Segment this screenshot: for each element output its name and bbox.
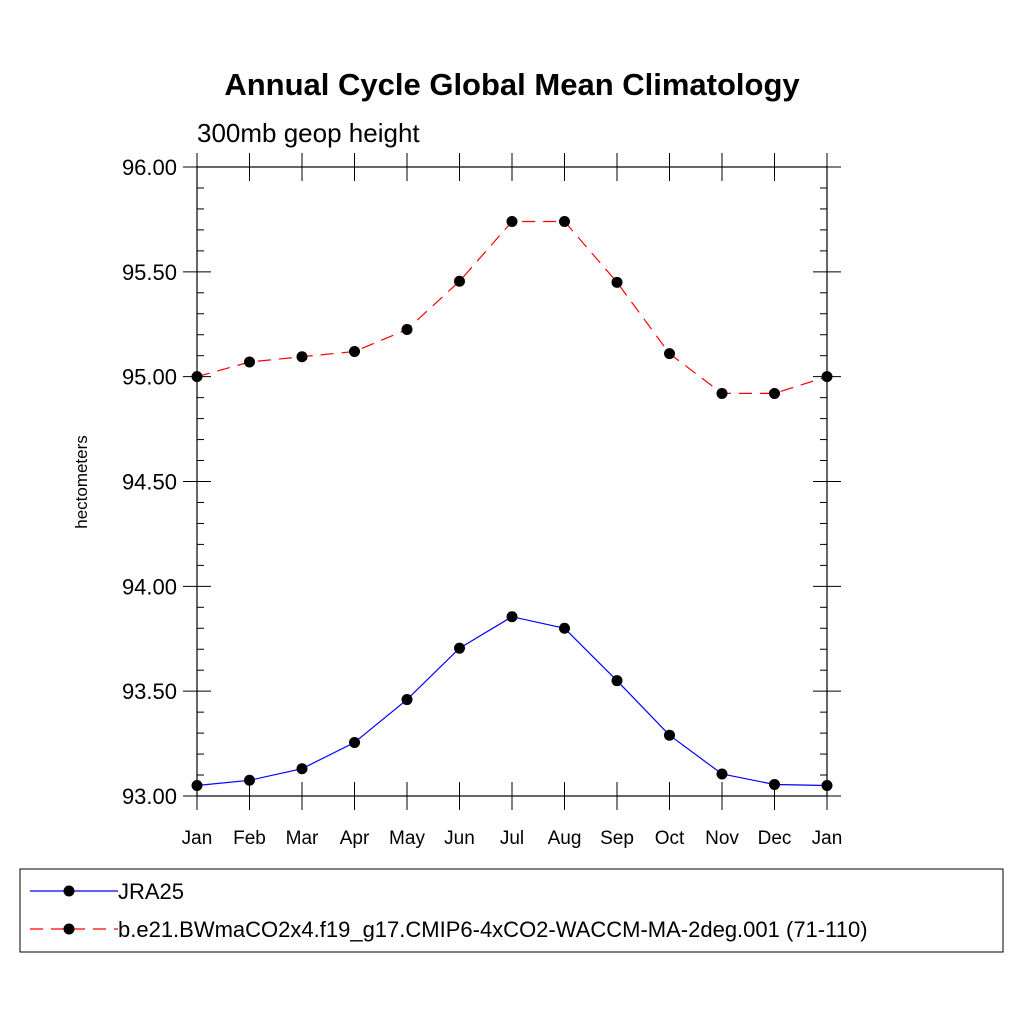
y-tick-label: 94.50 [122, 470, 177, 495]
data-point-1-0 [191, 371, 203, 383]
data-point-1-2 [296, 351, 308, 363]
x-tick-label: Jan [182, 828, 213, 849]
data-point-0-0 [191, 780, 203, 792]
chart-subtitle: 300mb geop height [197, 118, 420, 148]
x-tick-label: Sep [600, 828, 634, 849]
data-point-0-2 [296, 763, 308, 775]
x-tick-label: Apr [340, 828, 370, 849]
data-point-1-1 [244, 356, 255, 368]
legend-entry-jra25: JRA25 [30, 879, 184, 904]
series-line-0 [196, 616, 828, 787]
data-point-0-4 [401, 694, 413, 706]
y-tick-label: 94.00 [122, 574, 177, 599]
legend-label-jra25: JRA25 [118, 879, 184, 904]
legend-marker-jra25 [63, 885, 75, 897]
data-point-0-11 [769, 778, 780, 790]
x-tick-label: Oct [655, 828, 685, 849]
y-tick-label: 95.50 [122, 260, 177, 285]
legend-entry-cmip6: b.e21.BWmaCO2x4.f19_g17.CMIP6-4xCO2-WACC… [30, 917, 868, 942]
x-tick-label: Feb [233, 828, 266, 849]
data-point-0-9 [664, 729, 675, 741]
legend-marker-cmip6 [63, 923, 75, 935]
x-tick-labels: Jan Feb Mar Apr May Jun Jul Aug Sep Oct Nov Dec Jan [182, 828, 843, 849]
y-tick-labels: 93.00 93.50 94.00 94.50 95.00 95.50 96.00 [122, 155, 177, 809]
data-point-0-6 [506, 611, 518, 623]
y-tick-label: 93.50 [122, 679, 177, 704]
x-tick-label: Jul [500, 828, 524, 849]
data-point-1-7 [559, 216, 570, 228]
chart-title: Annual Cycle Global Mean Climatology [224, 67, 800, 102]
data-point-0-7 [559, 622, 570, 634]
x-tick-label: Jun [444, 828, 475, 849]
data-point-1-6 [506, 216, 518, 228]
data-point-1-10 [716, 387, 728, 399]
y-tick-label: 96.00 [122, 155, 177, 180]
data-point-1-3 [349, 346, 360, 358]
x-tick-label: Dec [758, 828, 792, 849]
data-point-1-9 [664, 348, 675, 360]
y-tick-label: 93.00 [122, 784, 177, 809]
data-point-0-10 [716, 768, 728, 780]
data-point-0-12 [821, 780, 833, 792]
data-point-1-11 [769, 387, 780, 399]
series-layer [191, 216, 833, 792]
x-tick-label: May [389, 828, 425, 849]
x-tick-label: Jan [812, 828, 843, 849]
legend-label-cmip6: b.e21.BWmaCO2x4.f19_g17.CMIP6-4xCO2-WACC… [118, 917, 868, 942]
data-point-1-8 [611, 276, 623, 288]
data-point-0-8 [611, 675, 623, 687]
data-point-1-5 [454, 275, 465, 287]
series-line-1 [196, 220, 828, 394]
plot-frame [196, 166, 828, 797]
y-tick-label: 95.00 [122, 365, 177, 390]
data-point-0-5 [454, 642, 465, 654]
y-axis-label: hectometers [72, 435, 91, 529]
x-tick-label: Mar [286, 828, 319, 849]
data-point-0-3 [349, 737, 360, 749]
data-point-1-12 [821, 371, 833, 383]
data-point-0-1 [244, 774, 255, 786]
x-tick-label: Nov [705, 828, 739, 849]
x-tick-label: Aug [548, 828, 582, 849]
data-point-1-4 [401, 323, 413, 335]
legend-box [19, 868, 1004, 953]
axis-ticks [183, 153, 841, 810]
